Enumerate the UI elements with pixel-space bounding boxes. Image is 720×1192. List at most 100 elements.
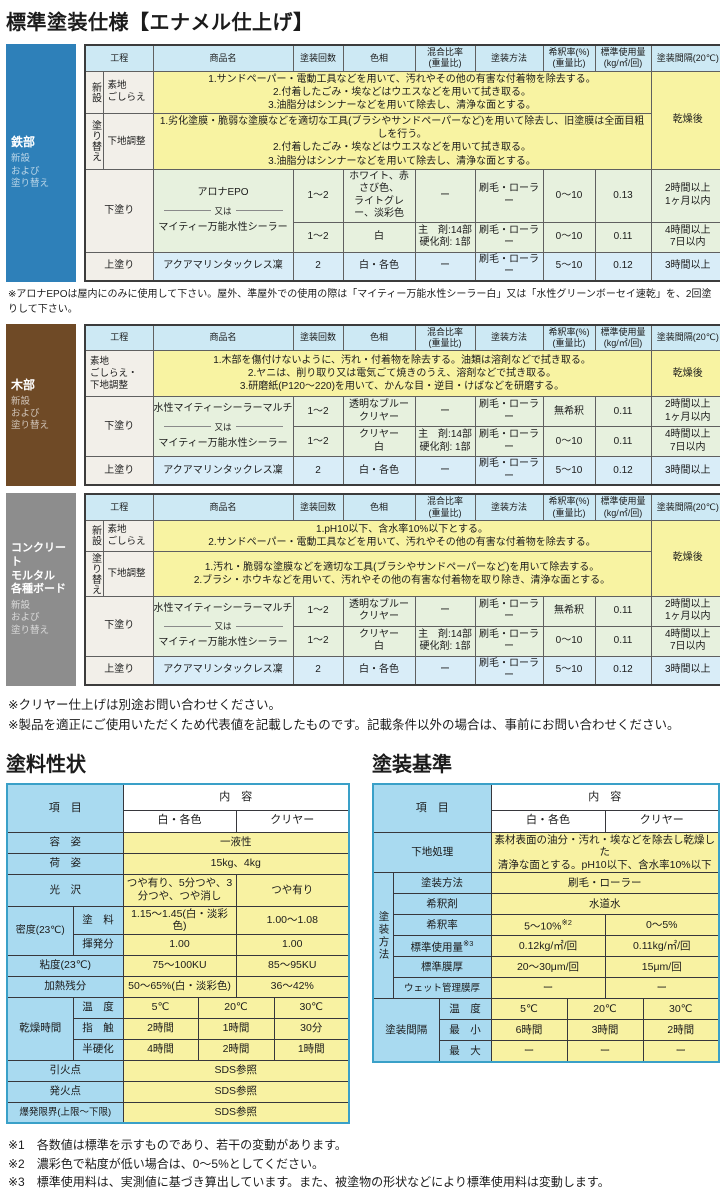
text-line: 4時間以上 — [664, 224, 711, 236]
cell-value: 1時間 — [197, 1017, 275, 1040]
cell-mix: ー — [414, 456, 476, 486]
text-line: 塗り替え — [11, 624, 50, 636]
table-row: 下塗り アロナEPO 又は マイティー万能水性シーラー 1〜2 ホワイト、赤さび… — [84, 168, 720, 253]
text-line: 各種ボード — [11, 583, 66, 596]
text-line: (kg/㎡/回) — [603, 58, 643, 69]
text-line: 混合比率 — [427, 326, 464, 337]
cell-value: 5℃ — [490, 998, 568, 1021]
cell-coats: 1〜2 — [292, 595, 344, 627]
cell-product: アクアマリンタックレス凜 — [152, 251, 294, 282]
cell-interval: 4時間以上 7日以内 — [650, 426, 720, 458]
row-label: 荷 姿 — [6, 852, 124, 875]
row-label: 塗装間隔 — [372, 998, 440, 1063]
table-header-row: 工程 商品名 塗装回数 色相 混合比率 (重量比) 塗装方法 希釈率(%) (重量比… — [84, 324, 720, 352]
product-name: 水性マイティーシーラーマルチ — [153, 403, 293, 415]
cell-interval: 2時間以上 1ヶ月以内 — [650, 595, 720, 627]
text-line: 主 剤:14部 — [418, 628, 472, 640]
col-product: 商品名 — [152, 324, 294, 352]
text-line: モルタル — [11, 569, 55, 582]
cell-dilution: 無希釈 — [542, 595, 596, 627]
cell-value: 1.00 — [122, 933, 237, 956]
product-name: アロナEPO — [197, 187, 249, 199]
cell-mix: ー — [414, 396, 476, 428]
sidebar-subtitle: 新設 および 塗り替え — [11, 600, 71, 637]
text-line: 4時間以上 — [664, 429, 711, 441]
cell-dilution: 0〜10 — [542, 168, 596, 223]
cell-undercoat-label: 下塗り — [84, 168, 154, 253]
text-line: 標準使用量 — [600, 496, 646, 507]
cell-coats: 2 — [292, 456, 344, 486]
table-header-row: 工程 商品名 塗装回数 色相 混合比率 (重量比) 塗装方法 希釈率(%) (重量比… — [84, 493, 720, 521]
row-label: 引火点 — [6, 1059, 124, 1082]
col-dilution: 希釈率(%) (重量比) — [542, 44, 596, 72]
cell-value: 0〜5% — [604, 914, 720, 937]
cell-method: 刷毛・ローラー — [474, 251, 544, 282]
cell-hue: 白・各色 — [342, 251, 416, 282]
table-row: 光 沢 つや有り、5分つや、3分つや、つや消し つや有り — [6, 873, 350, 907]
table-row: 塗り替え 下地調整 1.劣化塗膜・脆弱な塗膜などを適切な工具(ブラシやサンドペー… — [84, 113, 720, 170]
row-label: 密度(23℃) — [6, 905, 74, 956]
text-line: 2.ブラシ・ホウキなどを用いて、汚れやその他の有害な付着物を取り除き、清浄な面と… — [193, 574, 611, 586]
text-line: 又は — [214, 205, 232, 216]
cell-coats: 1〜2 — [292, 396, 344, 428]
text-line: 又は — [214, 421, 232, 432]
cell-hue: 白・各色 — [342, 456, 416, 486]
product-name: マイティー万能水性シーラー — [158, 221, 288, 233]
spec-section-concrete: コンクリート モルタル 各種ボード 新設 および 塗り替え 工程 商品名 塗装回… — [6, 493, 720, 686]
cell-process: 素地 ごしらえ — [102, 519, 154, 552]
spec-table-iron: 工程 商品名 塗装回数 色相 混合比率 (重量比) 塗装方法 希釈率(%) (重量比… — [84, 44, 720, 282]
text-line: および — [11, 165, 40, 177]
cell-undercoat-label: 下塗り — [84, 595, 154, 657]
cell-value: 2時間 — [197, 1038, 275, 1061]
text-line: (重量比) — [428, 58, 462, 69]
col-method: 塗装方法 — [474, 493, 544, 521]
row-label: 下地処理 — [372, 831, 492, 874]
cell-value: つや有り — [235, 873, 350, 907]
text-line: 1.汚れ・脆弱な塗膜などを適切な工具(ブラシやサンドペーパーなど)を用いて除去す… — [204, 561, 600, 573]
cell-group: 塗り替え — [84, 550, 104, 597]
cell-usage: 0.13 — [594, 168, 652, 223]
cell-value: 1.00〜1.08 — [235, 905, 350, 935]
cell-product: アロナEPO 又は マイティー万能水性シーラー — [152, 168, 294, 253]
table-row: 乾燥時間 温 度 5℃ 20℃ 30℃ — [6, 996, 350, 1061]
text-line: 7日以内 — [669, 441, 706, 453]
cell-prep-steps: 1.pH10以下、含水率10%以下とする。 2.サンドペーパー・電動工具などを用… — [152, 519, 652, 552]
cell-method: 刷毛・ローラー — [474, 168, 544, 223]
table-row: 標準膜厚 20〜30μm/回 15μm/回 — [373, 956, 720, 979]
cell-process: 下地調整 — [102, 550, 154, 597]
cell-mix: ー — [414, 251, 476, 282]
footnote-ref: ※3 — [463, 938, 474, 948]
cell-value: 15kg、4kg — [122, 852, 350, 875]
table-row: 発火点 SDS参照 — [6, 1080, 350, 1103]
cell-coats: 2 — [292, 655, 344, 686]
col-process: 工程 — [84, 493, 154, 521]
col-interval: 塗装間隔(20℃) — [650, 44, 720, 72]
text-line: および — [11, 407, 40, 419]
spec-section-wood: 木部 新設 および 塗り替え 工程 商品名 塗装回数 色相 混合比率 (重量比) … — [6, 323, 720, 487]
cell-group: 新設 — [84, 70, 104, 115]
or-divider: 又は — [154, 205, 292, 217]
product-stack: 水性マイティーシーラーマルチ 又は マイティー万能水性シーラー — [153, 398, 293, 456]
spec-table-wood: 工程 商品名 塗装回数 色相 混合比率 (重量比) 塗装方法 希釈率(%) (重量比… — [84, 323, 720, 487]
text-line: ごしらえ — [107, 92, 146, 104]
table-header-row: 工程 商品名 塗装回数 色相 混合比率 (重量比) 塗装方法 希釈率(%) (重量比… — [84, 44, 720, 72]
cell-dilution: 0〜10 — [542, 221, 596, 253]
cell-mix: ー — [414, 168, 476, 223]
text-line: コンクリート — [11, 542, 66, 568]
cell-usage: 0.11 — [594, 396, 652, 428]
cell-mix: 主 剤:14部 硬化剤: 1部 — [414, 426, 476, 458]
text-line: (kg/㎡/回) — [603, 507, 643, 518]
sidebar-title: 鉄部 — [11, 135, 36, 150]
section-title-standards: 塗装基準 — [372, 754, 452, 777]
spec-section-iron: 鉄部 新設 および 塗り替え 工程 商品名 塗装回数 色相 混合比率 (重量比) … — [6, 44, 720, 282]
cell-prep-steps: 1.サンドペーパー・電動工具などを用いて、汚れやその他の有害な付着物を除去する。… — [152, 70, 652, 115]
row-sublabel: 塗 料 — [72, 905, 124, 935]
cell-undercoat-label: 下塗り — [84, 396, 154, 458]
text-line: 1.劣化塗膜・脆弱な塗膜などを適切な工具(ブラシやサンドペーパーなど)を用いて除… — [159, 116, 645, 141]
text-line: 1.サンドペーパー・電動工具などを用いて、汚れやその他の有害な付着物を除去する。 — [208, 73, 596, 85]
cell-prep-steps: 1.木部を傷付けないように、汚れ・付着物を除去する。油類は溶剤などで拭き取る。 … — [152, 350, 652, 398]
cell-hue: クリヤー白 — [342, 426, 416, 458]
text-line: クリヤー — [359, 429, 400, 441]
col-usage: 標準使用量 (kg/㎡/回) — [594, 44, 652, 72]
cell-value: 2時間 — [642, 1019, 720, 1042]
